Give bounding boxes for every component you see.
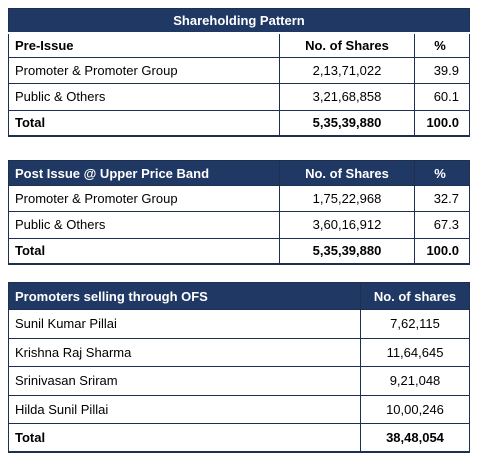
data-row: Public & Others 3,21,68,858 60.1 bbox=[8, 83, 470, 111]
cell: 100.0 bbox=[414, 237, 470, 266]
header-cell: No. of shares bbox=[360, 282, 470, 310]
table: Shareholding Pattern Pre-Issue No. of Shar… bbox=[8, 8, 470, 138]
cell: 67.3 bbox=[414, 211, 470, 239]
data-row: Hilda Sunil Pillai 10,00,246 bbox=[8, 394, 470, 425]
header-cell: Post Issue @ Upper Price Band bbox=[8, 160, 280, 186]
cell: 2,13,71,022 bbox=[279, 56, 415, 85]
cell: Promoter & Promoter Group bbox=[8, 184, 280, 213]
header-cell: No. of Shares bbox=[279, 160, 415, 186]
cell: 3,60,16,912 bbox=[279, 211, 415, 239]
total-row: Total 5,35,39,880 100.0 bbox=[8, 237, 470, 266]
cell: Total bbox=[8, 109, 280, 138]
cell: 39.9 bbox=[414, 56, 470, 85]
cell: Total bbox=[8, 237, 280, 266]
data-row: Promoter & Promoter Group 1,75,22,968 32.7 bbox=[8, 184, 470, 213]
cell: Sunil Kumar Pillai bbox=[8, 309, 361, 339]
cell: Public & Others bbox=[8, 211, 280, 239]
table: Post Issue @ Upper Price Band No. of Shar… bbox=[8, 160, 470, 266]
cell: 11,64,645 bbox=[360, 337, 470, 368]
total-row: Total 5,35,39,880 100.0 bbox=[8, 109, 470, 138]
cell: 7,62,115 bbox=[360, 309, 470, 339]
cell: 9,21,048 bbox=[360, 366, 470, 396]
header-row: Promoters selling through OFS No. of shar… bbox=[8, 282, 470, 310]
cell: 1,75,22,968 bbox=[279, 184, 415, 213]
cell: 32.7 bbox=[414, 184, 470, 213]
header-cell: % bbox=[414, 32, 470, 58]
header-cell: Pre-Issue bbox=[8, 32, 280, 58]
header-cell: Promoters selling through OFS bbox=[8, 282, 361, 310]
data-row: Promoter & Promoter Group 2,13,71,022 39.9 bbox=[8, 56, 470, 85]
header-row: Pre-Issue No. of Shares% bbox=[8, 32, 470, 58]
cell: 10,00,246 bbox=[360, 394, 470, 425]
cell: Srinivasan Sriram bbox=[8, 366, 361, 396]
cell: 3,21,68,858 bbox=[279, 83, 415, 111]
cell: 5,35,39,880 bbox=[279, 237, 415, 266]
header-cell: No. of Shares bbox=[279, 32, 415, 58]
header-row: Post Issue @ Upper Price Band No. of Shar… bbox=[8, 160, 470, 186]
cell: 100.0 bbox=[414, 109, 470, 138]
data-row: Public & Others 3,60,16,912 67.3 bbox=[8, 211, 470, 239]
cell: Promoter & Promoter Group bbox=[8, 56, 280, 85]
cell: Krishna Raj Sharma bbox=[8, 337, 361, 368]
data-row: Srinivasan Sriram 9,21,048 bbox=[8, 366, 470, 396]
cell: Public & Others bbox=[8, 83, 280, 111]
data-row: Krishna Raj Sharma 11,64,645 bbox=[8, 337, 470, 368]
cell: 38,48,054 bbox=[360, 423, 470, 454]
cell: 60.1 bbox=[414, 83, 470, 111]
table: Promoters selling through OFS No. of shar… bbox=[8, 282, 470, 454]
title-row: Shareholding Pattern bbox=[8, 8, 470, 34]
cell: 5,35,39,880 bbox=[279, 109, 415, 138]
cell: Hilda Sunil Pillai bbox=[8, 394, 361, 425]
total-row: Total 38,48,054 bbox=[8, 423, 470, 454]
cell: Total bbox=[8, 423, 361, 454]
data-row: Sunil Kumar Pillai 7,62,115 bbox=[8, 309, 470, 339]
header-cell: % bbox=[414, 160, 470, 186]
table-title: Shareholding Pattern bbox=[8, 8, 470, 34]
